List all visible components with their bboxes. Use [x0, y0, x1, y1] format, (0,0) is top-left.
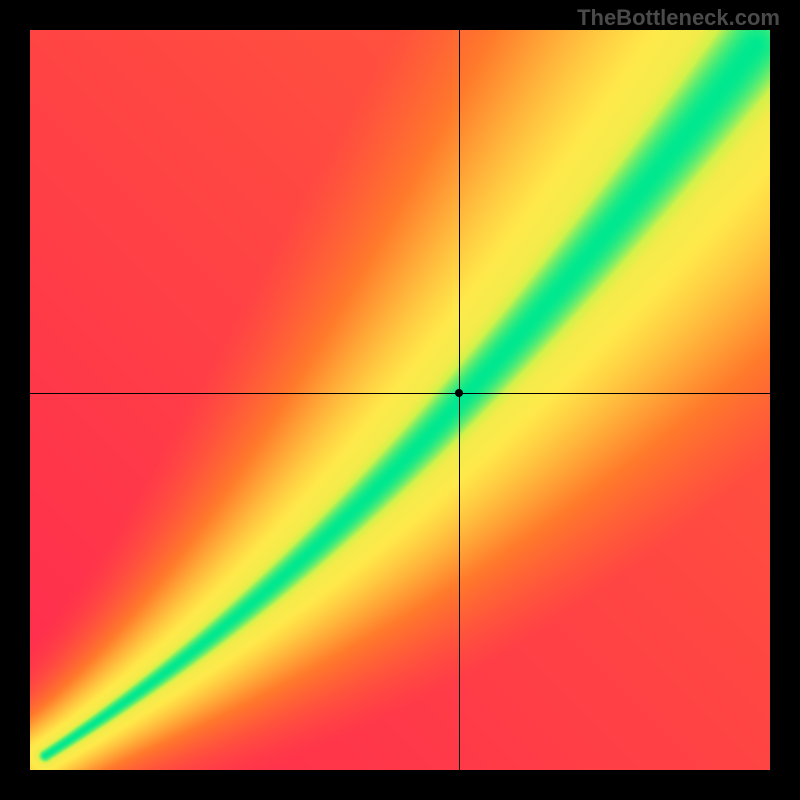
crosshair-marker — [455, 389, 463, 397]
heatmap-canvas — [30, 30, 770, 770]
crosshair-vertical — [459, 30, 460, 770]
heatmap-plot — [30, 30, 770, 770]
watermark-text: TheBottleneck.com — [577, 5, 780, 31]
chart-container: TheBottleneck.com — [0, 0, 800, 800]
crosshair-horizontal — [30, 393, 770, 394]
